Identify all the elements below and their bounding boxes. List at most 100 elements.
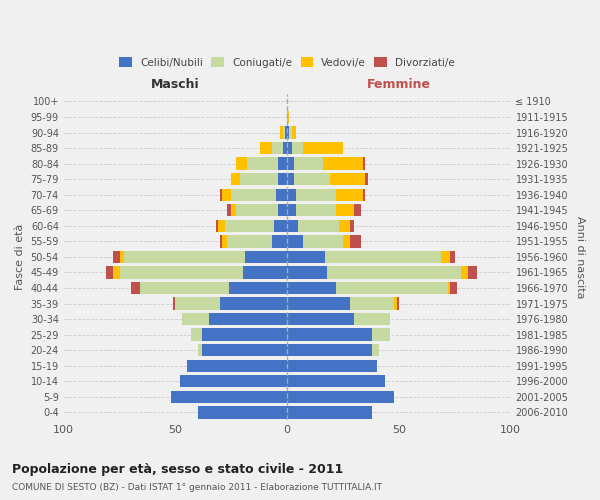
Text: Femmine: Femmine bbox=[367, 78, 431, 90]
Bar bbox=[287, 250, 325, 263]
Bar bbox=[372, 328, 390, 341]
Bar bbox=[285, 126, 287, 139]
Bar bbox=[140, 282, 229, 294]
Bar bbox=[223, 188, 232, 201]
Bar bbox=[216, 220, 218, 232]
Bar bbox=[298, 220, 338, 232]
Bar bbox=[287, 266, 328, 278]
Bar bbox=[274, 220, 287, 232]
Bar bbox=[198, 344, 202, 356]
Bar bbox=[287, 360, 377, 372]
Bar bbox=[220, 298, 287, 310]
Bar bbox=[287, 328, 372, 341]
Bar bbox=[292, 142, 303, 154]
Bar bbox=[365, 173, 368, 186]
Bar bbox=[337, 204, 354, 216]
Bar bbox=[337, 282, 448, 294]
Bar bbox=[448, 282, 450, 294]
Bar bbox=[229, 282, 287, 294]
Bar bbox=[260, 142, 272, 154]
Bar bbox=[287, 282, 337, 294]
Bar bbox=[113, 250, 119, 263]
Bar bbox=[338, 220, 350, 232]
Bar bbox=[323, 158, 363, 170]
Bar bbox=[461, 266, 468, 278]
Bar bbox=[325, 250, 442, 263]
Bar bbox=[113, 266, 119, 278]
Bar bbox=[363, 158, 365, 170]
Bar bbox=[450, 250, 455, 263]
Bar bbox=[450, 282, 457, 294]
Bar bbox=[242, 266, 287, 278]
Bar bbox=[191, 328, 202, 341]
Bar bbox=[287, 313, 354, 326]
Bar bbox=[287, 126, 289, 139]
Bar bbox=[278, 204, 287, 216]
Bar bbox=[287, 298, 350, 310]
Bar bbox=[224, 220, 274, 232]
Bar bbox=[236, 158, 247, 170]
Bar bbox=[343, 235, 350, 248]
Bar bbox=[372, 344, 379, 356]
Bar bbox=[294, 158, 323, 170]
Bar bbox=[119, 266, 242, 278]
Bar bbox=[296, 204, 337, 216]
Bar bbox=[328, 266, 461, 278]
Bar bbox=[329, 173, 365, 186]
Bar bbox=[350, 235, 361, 248]
Bar bbox=[232, 188, 276, 201]
Bar bbox=[223, 235, 227, 248]
Bar bbox=[272, 235, 287, 248]
Bar bbox=[106, 266, 113, 278]
Bar bbox=[287, 375, 385, 388]
Bar bbox=[289, 126, 292, 139]
Bar bbox=[202, 328, 287, 341]
Text: Maschi: Maschi bbox=[151, 78, 200, 90]
Bar bbox=[220, 188, 223, 201]
Bar bbox=[276, 188, 287, 201]
Bar bbox=[283, 142, 287, 154]
Bar bbox=[232, 173, 240, 186]
Bar bbox=[350, 220, 354, 232]
Bar bbox=[287, 204, 296, 216]
Bar bbox=[287, 220, 298, 232]
Bar bbox=[442, 250, 450, 263]
Bar bbox=[198, 406, 287, 418]
Bar bbox=[119, 250, 124, 263]
Bar bbox=[363, 188, 365, 201]
Bar bbox=[296, 188, 337, 201]
Bar bbox=[124, 250, 245, 263]
Bar bbox=[287, 406, 372, 418]
Bar bbox=[287, 158, 294, 170]
Bar bbox=[182, 313, 209, 326]
Bar bbox=[278, 173, 287, 186]
Bar bbox=[350, 298, 394, 310]
Bar bbox=[218, 220, 224, 232]
Bar bbox=[287, 344, 372, 356]
Bar bbox=[173, 298, 175, 310]
Bar bbox=[397, 298, 399, 310]
Bar bbox=[394, 298, 397, 310]
Y-axis label: Anni di nascita: Anni di nascita bbox=[575, 216, 585, 298]
Bar bbox=[131, 282, 140, 294]
Bar bbox=[303, 142, 343, 154]
Bar bbox=[292, 126, 296, 139]
Bar bbox=[220, 235, 223, 248]
Bar bbox=[227, 235, 272, 248]
Bar bbox=[303, 235, 343, 248]
Bar bbox=[468, 266, 477, 278]
Bar bbox=[287, 188, 296, 201]
Text: COMUNE DI SESTO (BZ) - Dati ISTAT 1° gennaio 2011 - Elaborazione TUTTITALIA.IT: COMUNE DI SESTO (BZ) - Dati ISTAT 1° gen… bbox=[12, 482, 382, 492]
Bar bbox=[354, 313, 390, 326]
Bar bbox=[245, 250, 287, 263]
Bar bbox=[272, 142, 283, 154]
Bar bbox=[227, 204, 232, 216]
Legend: Celibi/Nubili, Coniugati/e, Vedovi/e, Divorziati/e: Celibi/Nubili, Coniugati/e, Vedovi/e, Di… bbox=[115, 53, 459, 72]
Bar bbox=[202, 344, 287, 356]
Bar bbox=[187, 360, 287, 372]
Bar bbox=[354, 204, 361, 216]
Bar bbox=[236, 204, 278, 216]
Bar bbox=[171, 390, 287, 403]
Bar bbox=[280, 126, 283, 139]
Bar bbox=[232, 204, 236, 216]
